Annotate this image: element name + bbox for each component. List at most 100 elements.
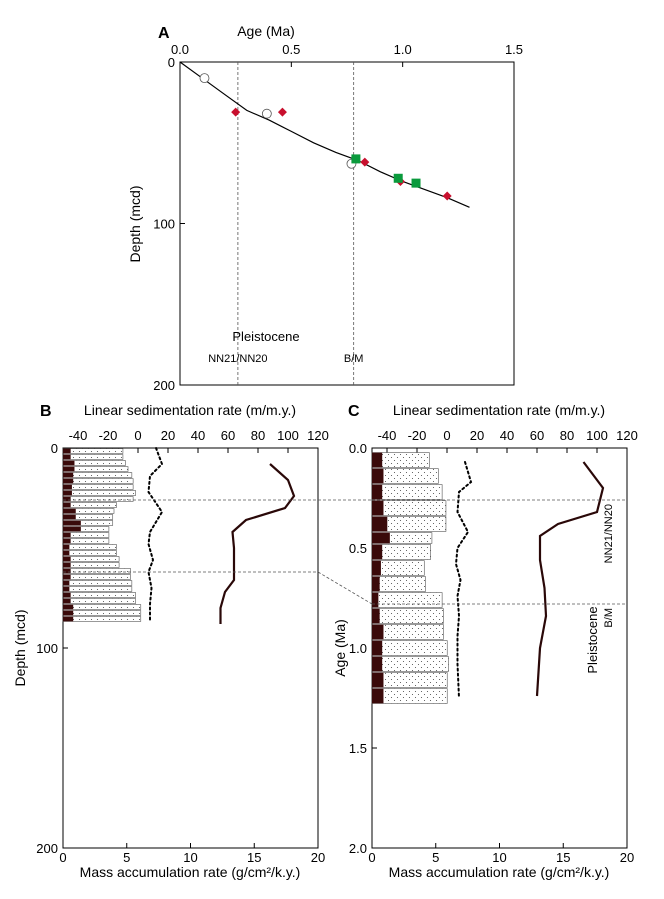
panel-c-bulk-mar-bar bbox=[371, 592, 443, 608]
panel-c-top-tick-label: 100 bbox=[586, 428, 608, 443]
panel-b-xlabel-bottom: Mass accumulation rate (g/cm²/k.y.) bbox=[80, 864, 301, 880]
panel-a-green-square bbox=[393, 173, 403, 183]
panel-c-bottom-tick-label: 20 bbox=[620, 850, 634, 865]
panel-c-carbonate-mar-bar bbox=[372, 688, 384, 704]
panel-b-top-tick-label: 120 bbox=[307, 428, 329, 443]
panel-a-ytick-label: 0 bbox=[168, 55, 175, 70]
panel-a-plot-frame bbox=[179, 61, 515, 386]
panel-a-boundary-label: NN21/NN20 bbox=[208, 353, 267, 365]
panel-b-carbonate-mar-bar bbox=[63, 448, 71, 454]
panel-b-dotted-curve bbox=[147, 447, 164, 621]
panel-c-ytick-label: 0.0 bbox=[349, 441, 367, 456]
panel-b-bulk-mar-bar bbox=[62, 550, 117, 556]
panel-b-bulk-mar-bar bbox=[62, 568, 131, 574]
panel-a-xtick-label: 0.0 bbox=[171, 42, 189, 57]
panel-b-bulk-mar-bar bbox=[62, 556, 120, 562]
panel-b-top-tick-label: 100 bbox=[277, 428, 299, 443]
panel-c-top-tick-label: -40 bbox=[378, 428, 397, 443]
panel-b-bulk-mar-bar bbox=[62, 616, 142, 622]
panel-b-carbonate-mar-bar bbox=[63, 604, 74, 610]
panel-a-ylabel: Depth (mcd) bbox=[127, 185, 143, 262]
panel-b-plot-frame bbox=[62, 447, 319, 849]
panel-b-carbonate-mar-bar bbox=[63, 556, 71, 562]
panel-c-bulk-mar-bar bbox=[371, 640, 448, 656]
panel-b-top-tick-label: 20 bbox=[161, 428, 175, 443]
panel-b-carbonate-mar-bar bbox=[63, 490, 72, 496]
panel-a: A Age (Ma) 0.0 0.5 1.0 1.5 0 100 200 NN21/NN20 B… bbox=[127, 23, 523, 393]
panel-b-carbonate-mar-bar bbox=[63, 544, 70, 550]
panel-b-carbonate-mar-bar bbox=[63, 514, 76, 520]
panel-b-top-tick-label: -20 bbox=[99, 428, 118, 443]
panel-b-bulk-mar-bar bbox=[62, 604, 142, 610]
panel-c-bulk-mar-bar bbox=[371, 656, 449, 672]
panel-b-bulk-mar-bar bbox=[62, 592, 136, 598]
panel-c-bulk-mar-bar bbox=[371, 484, 443, 500]
panel-a-xtick-label: 1.0 bbox=[394, 42, 412, 57]
panel-b-carbonate-mar-bar bbox=[63, 550, 70, 556]
panel-c-xlabel-top: Linear sedimentation rate (m/m.y.) bbox=[393, 402, 605, 418]
panel-a-boundary-label: B/M bbox=[344, 353, 364, 365]
panel-c-carbonate-mar-bar bbox=[372, 468, 384, 484]
panel-b-carbonate-mar-bar bbox=[63, 472, 74, 478]
panel-c-annotation-pleistocene: Pleistocene bbox=[585, 606, 600, 673]
panel-label-c: C bbox=[348, 403, 360, 420]
panel-c-bottom-tick-label: 10 bbox=[492, 850, 506, 865]
panel-b-bulk-mar-bar bbox=[62, 544, 117, 550]
panel-b-xlabel-top: Linear sedimentation rate (m/m.y.) bbox=[84, 402, 296, 418]
panel-label-b: B bbox=[40, 403, 52, 420]
panel-b-bulk-mar-bar bbox=[62, 490, 136, 496]
panel-c-bottom-tick-label: 0 bbox=[368, 850, 375, 865]
panel-b-bulk-mar-bar bbox=[62, 610, 142, 616]
panel-b-carbonate-mar-bar bbox=[63, 466, 75, 472]
panel-c-carbonate-mar-bar bbox=[372, 484, 383, 500]
panel-b-bottom-tick-label: 0 bbox=[59, 850, 66, 865]
panel-c-carbonate-mar-bar bbox=[372, 516, 388, 532]
panel-b-top-tick-label: 0 bbox=[134, 428, 141, 443]
panel-c-boundary-label: NN21/NN20 bbox=[603, 504, 615, 563]
panel-c-ytick-label: 1.5 bbox=[349, 741, 367, 756]
panel-c-marks: -40 -20 0 20 40 60 80 100 120 0 5 10 15 20 0.0 0.5 1.0 1.… bbox=[349, 428, 638, 865]
panel-b-bulk-mar-bar bbox=[62, 484, 134, 490]
panel-b-carbonate-mar-bar bbox=[63, 478, 74, 484]
panel-c-top-tick-label: 80 bbox=[560, 428, 574, 443]
panel-b-bulk-mar-bar bbox=[62, 580, 133, 586]
panel-c-ylabel: Age (Ma) bbox=[332, 619, 348, 677]
panel-c-dotted-curve bbox=[454, 461, 473, 699]
panel-b-bulk-mar-bar bbox=[62, 586, 133, 592]
panel-b-bulk-mar-bar bbox=[62, 598, 136, 604]
panel-b-carbonate-mar-bar bbox=[63, 526, 81, 532]
panel-b-carbonate-mar-bar bbox=[63, 568, 71, 574]
panel-b-bulk-mar-bar bbox=[62, 472, 133, 478]
panel-b-bottom-tick-label: 15 bbox=[247, 850, 261, 865]
panel-b-carbonate-mar-bar bbox=[63, 508, 76, 514]
panel-b-bulk-mar-bar bbox=[62, 478, 134, 484]
panel-b-top-tick-label: 40 bbox=[191, 428, 205, 443]
panel-c-xlabel-bottom: Mass accumulation rate (g/cm²/k.y.) bbox=[389, 864, 610, 880]
panel-b-bottom-tick-label: 20 bbox=[311, 850, 325, 865]
panel-b-carbonate-mar-bar bbox=[63, 520, 81, 526]
panel-c-carbonate-mar-bar bbox=[372, 544, 383, 560]
panel-b-carbonate-mar-bar bbox=[63, 610, 74, 616]
panel-c-carbonate-mar-bar bbox=[372, 624, 384, 640]
panel-a-ytick-label: 200 bbox=[153, 378, 175, 393]
panel-c-carbonate-mar-bar bbox=[372, 656, 383, 672]
panel-c-top-tick-label: 20 bbox=[470, 428, 484, 443]
panel-b-carbonate-mar-bar bbox=[63, 592, 71, 598]
panel-a-red-diamond bbox=[442, 191, 452, 201]
panel-a-age-depth-line bbox=[179, 61, 470, 208]
panel-label-a: A bbox=[158, 25, 170, 42]
panel-c-top-tick-label: -20 bbox=[408, 428, 427, 443]
panel-b-top-tick-label: -40 bbox=[69, 428, 88, 443]
panel-a-green-square bbox=[411, 178, 421, 188]
panel-c-bottom-tick-label: 5 bbox=[432, 850, 439, 865]
panel-b-bulk-mar-bar bbox=[62, 502, 117, 508]
panel-c-carbonate-mar-bar bbox=[372, 672, 384, 688]
panel-b-solid-curve bbox=[219, 463, 296, 624]
panel-b-carbonate-mar-bar bbox=[63, 562, 71, 568]
panel-b-carbonate-mar-bar bbox=[63, 586, 70, 592]
panel-c-carbonate-mar-bar bbox=[372, 560, 381, 576]
panel-b-carbonate-mar-bar bbox=[63, 502, 71, 508]
panel-a-ytick-label: 100 bbox=[153, 217, 175, 232]
panel-b: B Linear sedimentation rate (m/m.y.) -40… bbox=[12, 402, 329, 880]
